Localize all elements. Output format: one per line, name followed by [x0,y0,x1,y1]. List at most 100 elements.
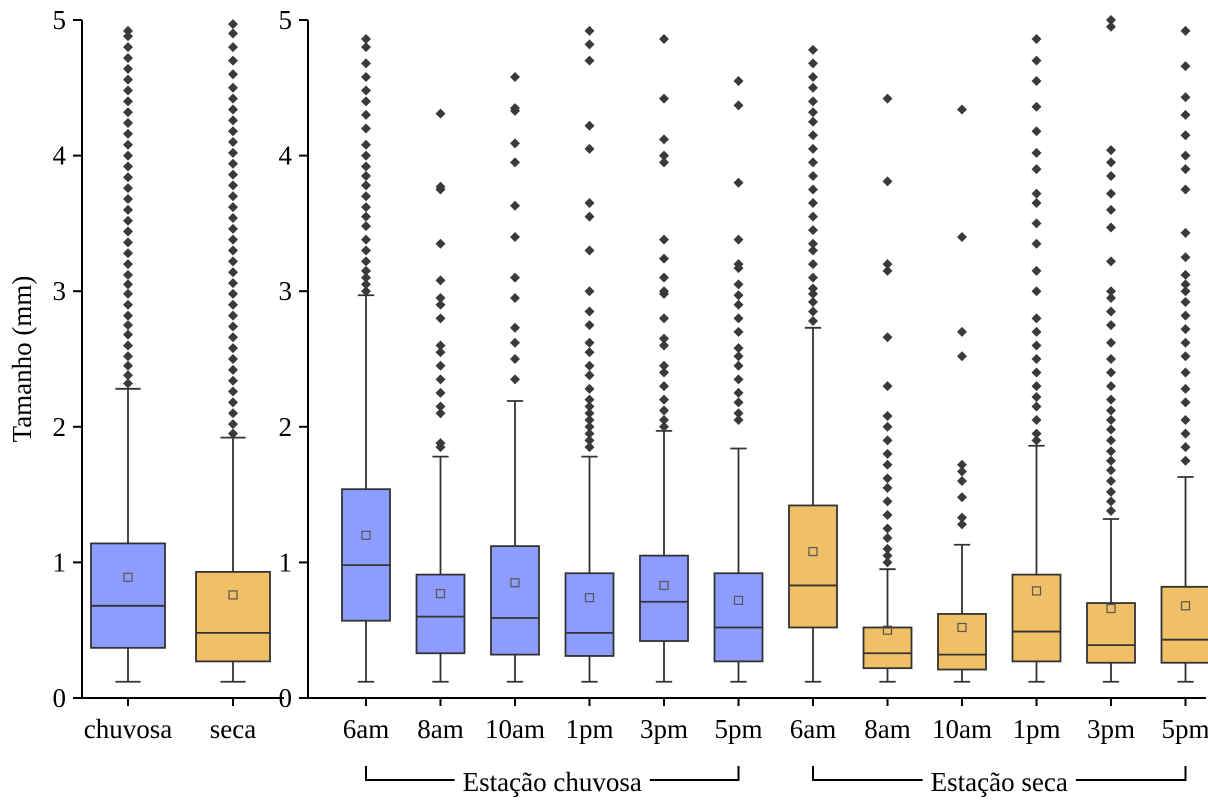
outlier-point [882,543,893,554]
y-tick-label: 4 [279,141,293,171]
outlier-point [584,120,595,131]
x-tick-label: seca [210,714,256,744]
outlier-point [1106,256,1116,267]
outlier-point [228,245,238,256]
box-1: 6am [341,33,391,744]
outlier-point [808,316,818,327]
iqr-box [937,613,987,671]
outlier-point [1106,306,1116,317]
mean-marker [957,622,967,633]
outlier-point [123,42,133,53]
outlier-point [510,322,520,333]
outlier-point [733,290,744,301]
outlier-point [584,421,595,432]
outlier-point [1180,428,1191,439]
outlier-point [584,320,595,331]
box-8: 8am [862,93,913,744]
panel-hourly: 0 1 2 3 4 5 6am 8am 10am 1pm 3pm 5pm 6am 8am 10am 1pm 3p… [279,5,1208,797]
outlier-point [361,85,371,96]
outlier-point [1031,391,1042,402]
outlier-point [659,134,669,145]
box-2: seca [195,19,271,744]
outlier-point [584,370,595,381]
outlier-point [228,364,238,375]
outlier-point [510,138,520,149]
outlier-point [808,225,818,236]
outlier-point [228,93,238,104]
outlier-point [584,408,595,419]
y-tick-label: 5 [53,5,67,35]
outlier-point [361,150,371,161]
outlier-point [1031,286,1042,297]
outlier-point [1180,286,1191,297]
outlier-point [882,473,893,484]
outlier-point [123,351,133,362]
outlier-point [228,428,238,439]
outlier-point [1031,55,1042,66]
bracket-left [365,766,455,781]
bracket-right [649,766,740,781]
outlier-point [808,71,818,82]
y-tick-label: 1 [53,547,67,577]
outlier-point [808,157,818,168]
outlier-point [1180,397,1191,408]
outlier-point [1180,442,1191,453]
outlier-point [361,170,371,181]
outlier-point [228,343,238,354]
outlier-point [733,326,744,337]
outlier-point [228,310,238,321]
outlier-point [228,375,238,386]
box-6: 5pm [713,76,764,744]
outlier-point [123,259,133,270]
outlier-point [123,204,133,215]
outlier-point [123,378,133,389]
outlier-point [1031,326,1042,337]
outlier-point [659,421,669,432]
x-tick-label: 1pm [1012,714,1060,744]
outlier-point [435,374,446,385]
mean-marker [659,580,669,591]
outlier-point [733,100,744,111]
outlier-point [228,299,238,310]
outlier-point [123,215,133,226]
outlier-point [123,237,133,248]
outlier-point [510,272,520,283]
outlier-point [361,272,371,283]
outlier-point [1106,204,1116,215]
outlier-point [228,191,238,202]
outlier-point [659,394,669,405]
mean-marker [361,530,371,540]
outlier-point [435,299,446,310]
outlier-point [882,381,893,392]
outlier-point [808,259,818,270]
outlier-point [808,130,818,141]
outlier-point [1031,381,1042,392]
outlier-point [123,150,133,161]
outlier-point [123,139,133,150]
outlier-point [659,381,669,392]
outlier-point [1180,61,1191,72]
outlier-point [123,118,133,129]
outlier-point [123,329,133,340]
outlier-point [228,267,238,278]
iqr-box [90,542,166,649]
outlier-point [1106,455,1116,466]
outlier-point [808,297,818,308]
outlier-point [361,286,371,297]
group-label: Estação chuvosa [463,767,642,797]
outlier-point [361,139,371,150]
y-tick-label: 0 [53,683,67,713]
outlier-point [228,419,238,430]
iqr-box [341,488,391,622]
outlier-point [123,128,133,139]
y-tick-label: 1 [279,547,293,577]
outlier-point [1106,486,1116,497]
box-4: 1pm [564,25,615,744]
bracket-right [1075,766,1187,781]
outlier-point [228,69,238,80]
outlier-point [957,466,967,477]
panel-season-summary: 0 1 2 3 4 5 chuvosa seca [53,5,284,744]
outlier-point [808,143,818,154]
outlier-point [228,180,238,191]
